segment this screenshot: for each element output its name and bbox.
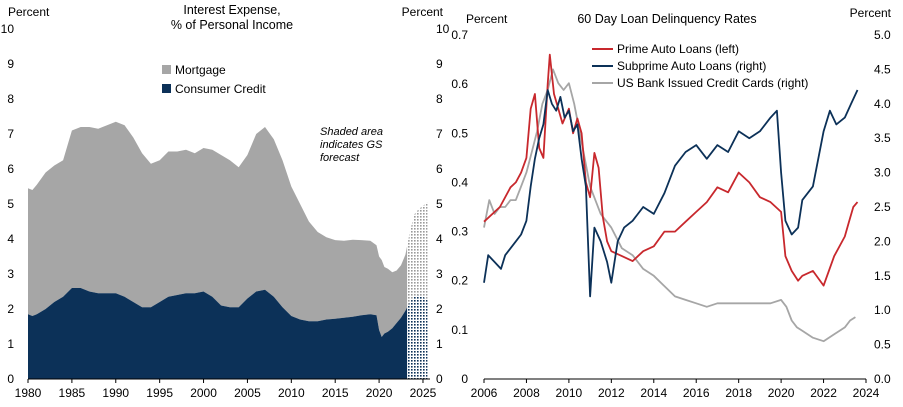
x-axis-ticks: 1980 1985 1990 1995 2000 2005 2010 2015 2020 2025 — [15, 379, 437, 400]
right-y-tick-label: 2 — [436, 302, 443, 316]
interest-expense-areas — [28, 121, 408, 379]
left-y-tick-label: 0 — [461, 372, 468, 386]
legend: Prime Auto Loans (left) Subprime Auto Lo… — [592, 42, 808, 90]
right-y-tick-label: 7 — [436, 127, 443, 141]
interest-expense-chart: 1980 1985 1990 1995 2000 2005 2010 2015 2020 2025… — [1, 3, 450, 400]
x-tick-label: 2020 — [768, 386, 795, 400]
left-y-axis-label: Percent — [8, 5, 50, 19]
x-tick-label: 2008 — [513, 386, 540, 400]
area-mortgage-forecast — [407, 202, 428, 308]
x-tick-label: 2018 — [725, 386, 752, 400]
left-y-tick-label: 0.2 — [451, 274, 468, 288]
x-tick-label: 2024 — [853, 386, 880, 400]
right-y-tick-label: 3.5 — [874, 131, 891, 145]
right-y-tick-label: 1 — [436, 337, 443, 351]
left-y-axis-ticks: 0 1 2 3 4 5 6 7 8 9 10 — [1, 22, 15, 386]
x-axis-ticks: 2006 2008 2010 2012 2014 2016 2018 2020 2022 2024 — [471, 379, 880, 400]
left-y-tick-label: 3 — [7, 267, 14, 281]
legend-label-cards: US Bank Issued Credit Cards (right) — [617, 76, 808, 90]
x-tick-label: 2006 — [471, 386, 498, 400]
x-tick-label: 2020 — [366, 386, 393, 400]
line-us-bank-credit-cards — [483, 68, 856, 343]
right-y-tick-label: 4 — [436, 232, 443, 246]
chart-title: 60 Day Loan Delinquency Rates — [577, 12, 756, 26]
chart-title-line-2: % of Personal Income — [171, 18, 293, 32]
left-y-tick-label: 0.6 — [451, 77, 468, 91]
line-subprime-auto-loans — [483, 89, 859, 298]
right-y-tick-label: 3 — [436, 267, 443, 281]
left-y-tick-label: 0.1 — [451, 323, 468, 337]
left-y-axis-label: Percent — [466, 12, 508, 26]
left-y-tick-label: 6 — [7, 162, 14, 176]
chart-title-line-1: Interest Expense, — [183, 3, 280, 17]
left-y-tick-label: 0 — [7, 372, 14, 386]
right-y-tick-label: 1.0 — [874, 303, 891, 317]
right-y-axis-ticks: 0 1 2 3 4 5 6 7 8 9 10 — [436, 22, 450, 386]
left-y-tick-label: 8 — [7, 92, 14, 106]
legend-label-prime: Prime Auto Loans (left) — [617, 42, 739, 56]
line-prime-auto-loans — [483, 53, 859, 287]
delinquency-lines — [483, 53, 859, 343]
right-y-tick-label: 0.5 — [874, 338, 891, 352]
forecast-annotation-line-3: forecast — [320, 152, 360, 164]
x-tick-label: 1990 — [102, 386, 129, 400]
left-y-tick-label: 7 — [7, 127, 14, 141]
x-tick-label: 2014 — [640, 386, 667, 400]
right-y-tick-label: 10 — [436, 22, 450, 36]
left-y-tick-label: 0.4 — [451, 175, 468, 189]
right-y-tick-label: 6 — [436, 162, 443, 176]
legend-label-subprime: Subprime Auto Loans (right) — [617, 59, 766, 73]
left-y-tick-label: 9 — [7, 57, 14, 71]
right-y-axis-label: Percent — [850, 6, 892, 20]
left-y-tick-label: 5 — [7, 197, 14, 211]
left-y-tick-label: 1 — [7, 337, 14, 351]
legend: Mortgage Consumer Credit — [162, 63, 266, 96]
right-y-tick-label: 5.0 — [874, 28, 891, 42]
right-y-tick-label: 0.0 — [874, 372, 891, 386]
area-consumer-credit — [28, 288, 408, 379]
area-consumer-credit-forecast — [407, 295, 428, 379]
x-tick-label: 1995 — [146, 386, 173, 400]
left-y-tick-label: 0.7 — [451, 28, 468, 42]
forecast-annotation-line-2: indicates GS — [320, 139, 383, 151]
x-tick-label: 2016 — [683, 386, 710, 400]
legend-label-mortgage: Mortgage — [175, 63, 226, 77]
right-y-tick-label: 2.0 — [874, 234, 891, 248]
forecast-annotation-line-1: Shaded area — [320, 126, 383, 138]
right-y-tick-label: 2.5 — [874, 200, 891, 214]
left-y-axis-ticks: 0 0.1 0.2 0.3 0.4 0.5 0.6 0.7 — [451, 28, 468, 386]
x-tick-label: 2010 — [278, 386, 305, 400]
left-y-tick-label: 0.3 — [451, 225, 468, 239]
right-y-tick-label: 8 — [436, 92, 443, 106]
right-y-tick-label: 5 — [436, 197, 443, 211]
legend-swatch-mortgage — [162, 65, 171, 74]
area-mortgage — [28, 121, 408, 337]
right-y-tick-label: 1.5 — [874, 269, 891, 283]
x-tick-label: 2015 — [322, 386, 349, 400]
right-y-tick-label: 3.0 — [874, 166, 891, 180]
left-y-tick-label: 0.5 — [451, 126, 468, 140]
left-y-tick-label: 10 — [1, 22, 15, 36]
right-y-tick-label: 4.5 — [874, 62, 891, 76]
left-y-tick-label: 4 — [7, 232, 14, 246]
x-tick-label: 1980 — [15, 386, 42, 400]
x-tick-label: 2010 — [556, 386, 583, 400]
right-y-tick-label: 4.0 — [874, 97, 891, 111]
right-y-tick-label: 9 — [436, 57, 443, 71]
x-tick-label: 2025 — [410, 386, 437, 400]
x-tick-label: 2022 — [810, 386, 837, 400]
left-y-tick-label: 2 — [7, 302, 14, 316]
delinquency-chart: 2006 2008 2010 2012 2014 2016 2018 2020 2022 2024… — [451, 6, 891, 400]
x-tick-label: 2000 — [190, 386, 217, 400]
forecast-areas — [407, 202, 428, 379]
x-tick-label: 1985 — [59, 386, 86, 400]
right-y-axis-ticks: 0.0 0.5 1.0 1.5 2.0 2.5 3.0 3.5 4.0 4.5 5.0 — [874, 28, 891, 386]
x-tick-label: 2012 — [598, 386, 625, 400]
x-tick-label: 2005 — [234, 386, 261, 400]
right-y-axis-label: Percent — [402, 5, 444, 19]
right-y-tick-label: 0 — [436, 372, 443, 386]
legend-label-consumer-credit: Consumer Credit — [175, 82, 266, 96]
legend-swatch-consumer-credit — [162, 84, 171, 93]
